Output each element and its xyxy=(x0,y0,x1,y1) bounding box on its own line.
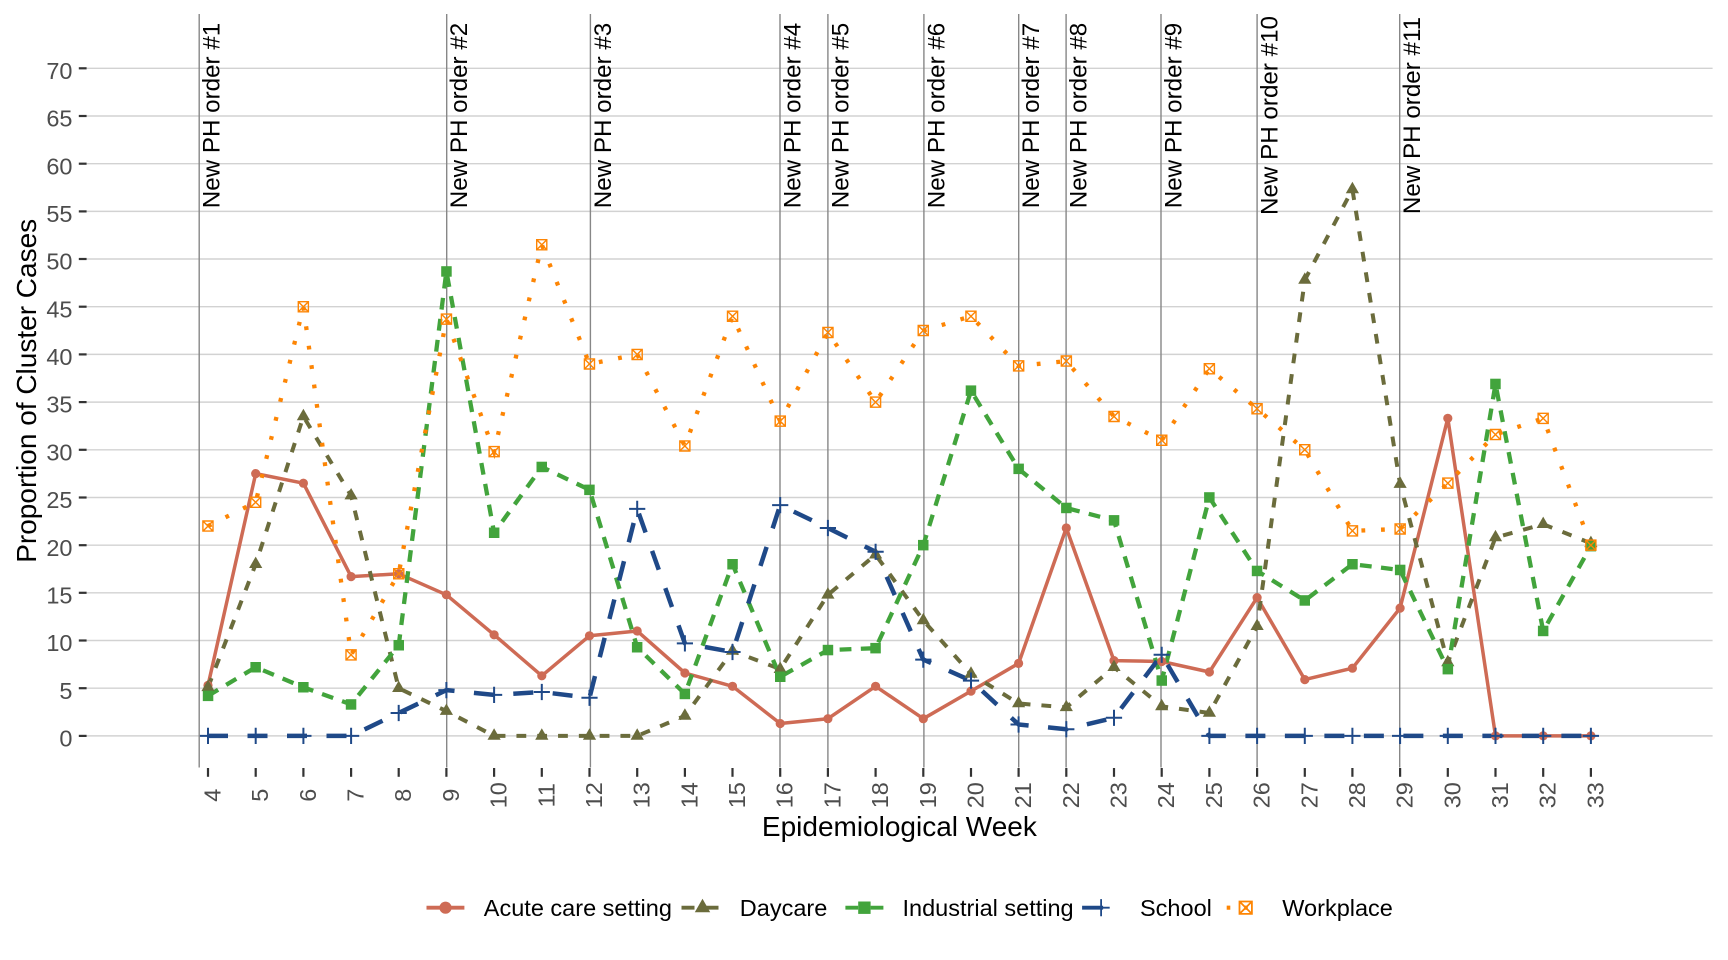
svg-text:New PH order #1: New PH order #1 xyxy=(199,23,226,209)
svg-text:28: 28 xyxy=(1344,782,1370,808)
svg-text:13: 13 xyxy=(629,782,655,808)
svg-text:23: 23 xyxy=(1106,782,1132,808)
svg-text:30: 30 xyxy=(46,439,72,465)
svg-text:70: 70 xyxy=(46,58,72,84)
svg-text:18: 18 xyxy=(867,782,893,808)
svg-text:25: 25 xyxy=(1201,782,1227,808)
svg-text:7: 7 xyxy=(343,789,369,802)
svg-text:40: 40 xyxy=(46,344,72,370)
svg-text:12: 12 xyxy=(581,782,607,808)
svg-text:School: School xyxy=(1140,895,1212,921)
svg-text:17: 17 xyxy=(819,782,845,808)
svg-text:35: 35 xyxy=(46,392,72,418)
svg-text:33: 33 xyxy=(1582,782,1608,808)
svg-text:65: 65 xyxy=(46,106,72,132)
svg-text:10: 10 xyxy=(486,782,512,808)
svg-text:New PH order #7: New PH order #7 xyxy=(1018,23,1045,209)
svg-text:50: 50 xyxy=(46,249,72,275)
svg-text:Epidemiological Week: Epidemiological Week xyxy=(762,811,1038,842)
svg-text:20: 20 xyxy=(963,782,989,808)
svg-text:15: 15 xyxy=(724,782,750,808)
svg-text:15: 15 xyxy=(46,582,72,608)
svg-text:24: 24 xyxy=(1153,782,1179,808)
svg-text:New PH order #10: New PH order #10 xyxy=(1257,16,1284,215)
svg-text:New PH order #3: New PH order #3 xyxy=(590,23,617,209)
svg-text:20: 20 xyxy=(46,535,72,561)
svg-text:29: 29 xyxy=(1392,782,1418,808)
svg-text:8: 8 xyxy=(390,789,416,802)
svg-text:Acute care setting: Acute care setting xyxy=(484,895,672,921)
svg-text:60: 60 xyxy=(46,153,72,179)
svg-text:New PH order #4: New PH order #4 xyxy=(780,23,807,209)
svg-text:25: 25 xyxy=(46,487,72,513)
svg-text:22: 22 xyxy=(1058,782,1084,808)
svg-text:5: 5 xyxy=(247,789,273,802)
svg-text:New PH order #2: New PH order #2 xyxy=(446,23,473,209)
svg-text:21: 21 xyxy=(1010,782,1036,808)
svg-text:6: 6 xyxy=(295,789,321,802)
svg-text:14: 14 xyxy=(676,782,702,808)
svg-text:0: 0 xyxy=(59,726,72,752)
svg-text:30: 30 xyxy=(1439,782,1465,808)
svg-text:32: 32 xyxy=(1535,782,1561,808)
svg-text:Proportion of Cluster Cases: Proportion of Cluster Cases xyxy=(11,219,42,563)
svg-text:New PH order #6: New PH order #6 xyxy=(923,23,950,209)
svg-text:26: 26 xyxy=(1249,782,1275,808)
svg-text:New PH order #5: New PH order #5 xyxy=(827,23,854,209)
svg-text:New PH order #11: New PH order #11 xyxy=(1399,17,1426,214)
svg-text:5: 5 xyxy=(59,678,72,704)
svg-text:11: 11 xyxy=(533,783,559,807)
svg-text:31: 31 xyxy=(1487,782,1513,808)
svg-text:Daycare: Daycare xyxy=(740,895,828,921)
svg-text:Industrial setting: Industrial setting xyxy=(903,895,1074,921)
svg-text:55: 55 xyxy=(46,201,72,227)
svg-text:27: 27 xyxy=(1296,782,1322,808)
svg-text:4: 4 xyxy=(200,789,226,802)
svg-text:19: 19 xyxy=(915,782,941,808)
svg-text:10: 10 xyxy=(46,630,72,656)
svg-text:45: 45 xyxy=(46,296,72,322)
svg-text:New PH order #8: New PH order #8 xyxy=(1066,23,1093,209)
svg-text:New PH order #9: New PH order #9 xyxy=(1161,23,1188,209)
svg-text:16: 16 xyxy=(772,782,798,808)
svg-text:Workplace: Workplace xyxy=(1282,895,1393,921)
svg-text:9: 9 xyxy=(438,789,464,802)
